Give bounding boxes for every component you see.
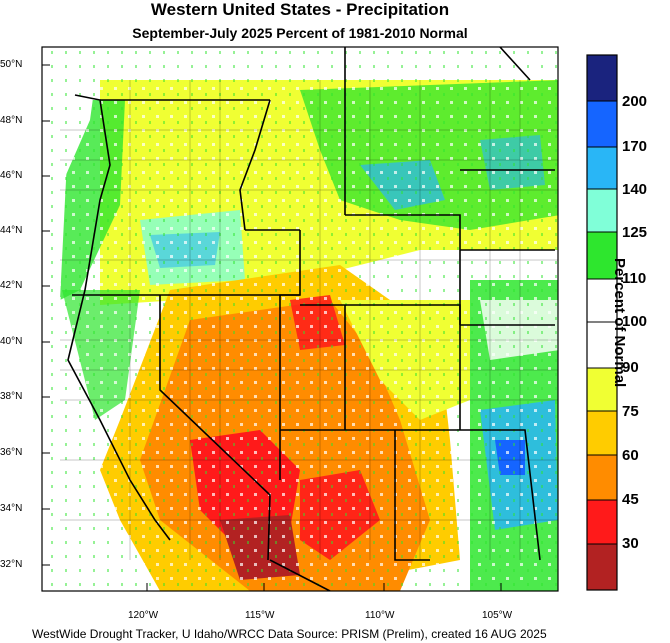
lat-label-50: 50°N bbox=[0, 59, 23, 70]
lat-label-46: 46°N bbox=[0, 170, 23, 181]
lat-label-38: 38°N bbox=[0, 391, 23, 402]
colorbar-label-60: 60 bbox=[622, 447, 639, 464]
nv-ut-border bbox=[279, 230, 301, 480]
lon-ticks bbox=[146, 583, 502, 591]
lat-label-48: 48°N bbox=[0, 115, 23, 126]
map-data-layer bbox=[42, 47, 558, 591]
colorbar-45-60 bbox=[587, 455, 617, 500]
colorbar-label-90: 90 bbox=[622, 359, 639, 376]
colorbar-60-75 bbox=[587, 411, 617, 455]
colorbar-170-200 bbox=[587, 101, 617, 147]
map-frame bbox=[41, 46, 559, 592]
plains-borders bbox=[460, 47, 555, 251]
ca-nv-border bbox=[159, 295, 271, 561]
colorbar-30-45 bbox=[587, 500, 617, 544]
footer-credit: WestWide Drought Tracker, U Idaho/WRCC D… bbox=[32, 627, 547, 641]
colorbar-140-170 bbox=[587, 147, 617, 189]
map-title: Western United States - Precipitation bbox=[150, 0, 450, 19]
colorbar-label-75: 75 bbox=[622, 403, 639, 420]
lat-label-40: 40°N bbox=[0, 336, 23, 347]
colorbar-below-30 bbox=[587, 544, 617, 590]
lon-label-105: 105°W bbox=[482, 610, 513, 621]
colorbar-110-125 bbox=[587, 232, 617, 279]
nm-border bbox=[394, 429, 541, 561]
colorbar-125-140 bbox=[587, 189, 617, 232]
colorbar-label-110: 110 bbox=[622, 270, 647, 287]
colorbar-label-170: 170 bbox=[622, 138, 648, 155]
colorbar-100-110 bbox=[587, 279, 617, 322]
lon-label-115: 115°W bbox=[245, 610, 275, 621]
lat-label-42: 42°N bbox=[0, 280, 23, 291]
lon-label-110: 110°W bbox=[365, 610, 395, 621]
colorbar-label-45: 45 bbox=[622, 491, 639, 508]
colorado-border bbox=[300, 304, 555, 430]
lat-label-44: 44°N bbox=[0, 225, 23, 236]
map-subtitle: September-July 2025 Percent of 1981-2010… bbox=[132, 25, 468, 41]
lat-ticks bbox=[42, 64, 50, 566]
colorbar bbox=[586, 54, 618, 591]
colorbar-label-200: 200 bbox=[622, 93, 648, 110]
colorbar-label-30: 30 bbox=[622, 535, 639, 552]
colorbar-label-100: 100 bbox=[622, 313, 648, 330]
pacific-coastline bbox=[67, 94, 171, 541]
colorbar-90-100 bbox=[587, 322, 617, 368]
colorbar-title: Percent of Normal bbox=[611, 258, 628, 388]
mexico-border bbox=[269, 559, 331, 591]
lat-label-34: 34°N bbox=[0, 503, 23, 514]
county-lines bbox=[60, 80, 558, 560]
lat-label-36: 36°N bbox=[0, 447, 23, 458]
colorbar-200-plus bbox=[587, 55, 617, 101]
colorbar-75-90 bbox=[587, 368, 617, 411]
lat-label-32: 32°N bbox=[0, 559, 23, 570]
lon-label-120: 120°W bbox=[128, 610, 159, 621]
idaho-border bbox=[100, 99, 300, 231]
state-borders bbox=[67, 47, 555, 591]
colorbar-label-125: 125 bbox=[622, 224, 648, 241]
colorbar-label-140: 140 bbox=[622, 181, 648, 198]
